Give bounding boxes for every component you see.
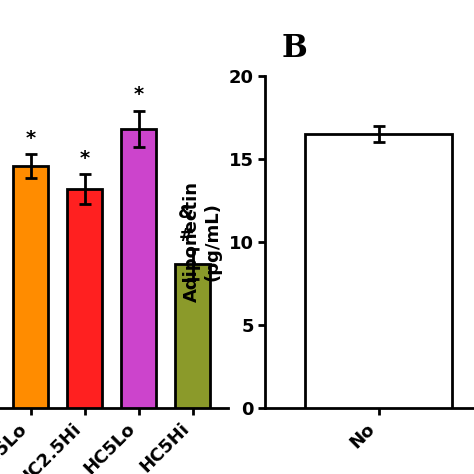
Bar (13, 166, 48, 408)
Text: B: B (282, 33, 308, 64)
Y-axis label: Adiponectin
(pg/mL): Adiponectin (pg/mL) (183, 181, 222, 302)
Text: *: * (134, 85, 144, 104)
Bar (67, 189, 102, 408)
Text: #: # (179, 227, 193, 245)
Bar (175, 264, 210, 408)
Text: &: & (178, 204, 194, 222)
Text: *: * (26, 129, 36, 148)
Bar (121, 128, 156, 408)
Bar (305, 134, 453, 408)
Text: *: * (80, 149, 90, 168)
